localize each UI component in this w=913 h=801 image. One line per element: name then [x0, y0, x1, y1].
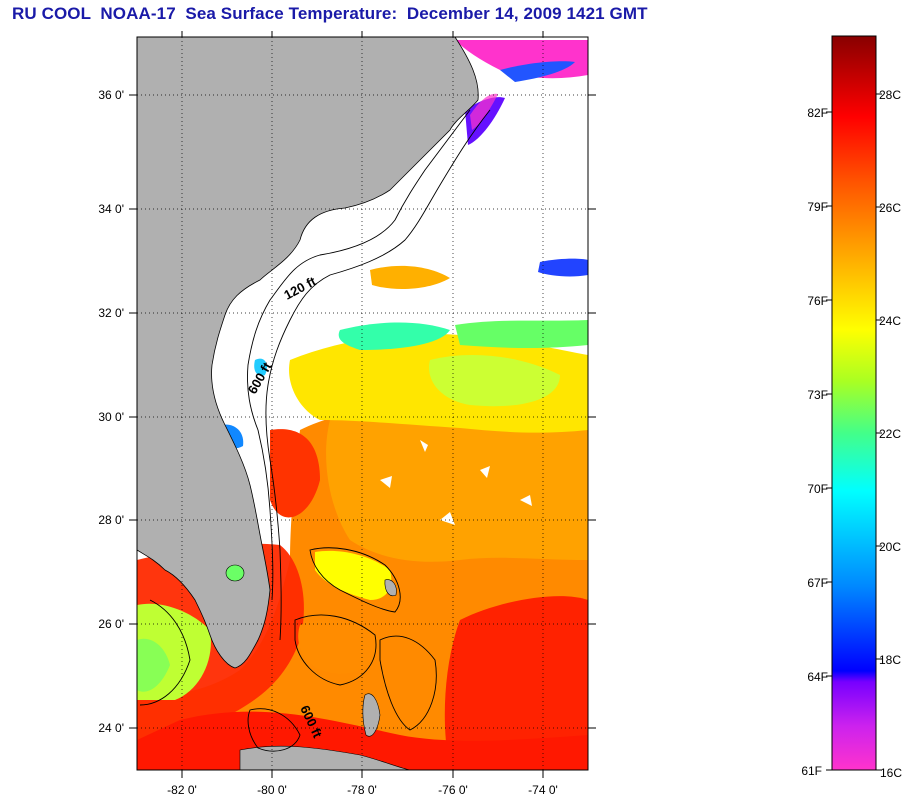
colorbar-gradient [831, 35, 877, 771]
colorbar-f-label: 76F [807, 294, 828, 308]
colorbar-f-label: 79F [807, 200, 828, 214]
lat-label: 24 0' [98, 721, 124, 735]
colorbar: 61F 64F 67F 70F 73F 76F 79F 82F 16C 18C … [801, 35, 902, 780]
colorbar-c-label: 20C [879, 540, 901, 554]
colorbar-f-label: 64F [807, 670, 828, 684]
lat-label: 32 0' [98, 306, 124, 320]
lon-label: -80 0' [257, 783, 287, 797]
colorbar-c-label: 28C [879, 88, 901, 102]
lat-label: 28 0' [98, 513, 124, 527]
land-mass [137, 37, 479, 669]
lat-label: 26 0' [98, 617, 124, 631]
colorbar-f-label: 67F [807, 576, 828, 590]
lon-label: -78 0' [347, 783, 377, 797]
colorbar-f-label: 82F [807, 106, 828, 120]
andros-island [362, 693, 381, 737]
lat-label: 36 0' [98, 88, 124, 102]
colorbar-f-label: 70F [807, 482, 828, 496]
bathymetry-contours [139, 109, 491, 752]
lake-okeechobee [225, 564, 245, 582]
lat-label: 34 0' [98, 202, 124, 216]
lon-label: -82 0' [167, 783, 197, 797]
colorbar-c-label: 16C [880, 766, 902, 780]
colorbar-c-label: 22C [879, 427, 901, 441]
lat-label: 30 0' [98, 410, 124, 424]
colorbar-c-label: 24C [879, 314, 901, 328]
colorbar-f-label: 61F [801, 764, 822, 778]
colorbar-c-label: 26C [879, 201, 901, 215]
map-content [137, 37, 588, 770]
abaco-island [384, 579, 397, 597]
lon-label: -74 0' [528, 783, 558, 797]
page-title: RU COOL NOAA-17 Sea Surface Temperature:… [12, 4, 648, 23]
cuba-land [239, 745, 411, 770]
axis-ticks [129, 31, 596, 778]
colorbar-f-label: 73F [807, 388, 828, 402]
colorbar-ticks [826, 93, 882, 771]
colorbar-c-label: 18C [879, 653, 901, 667]
lon-label: -76 0' [438, 783, 468, 797]
